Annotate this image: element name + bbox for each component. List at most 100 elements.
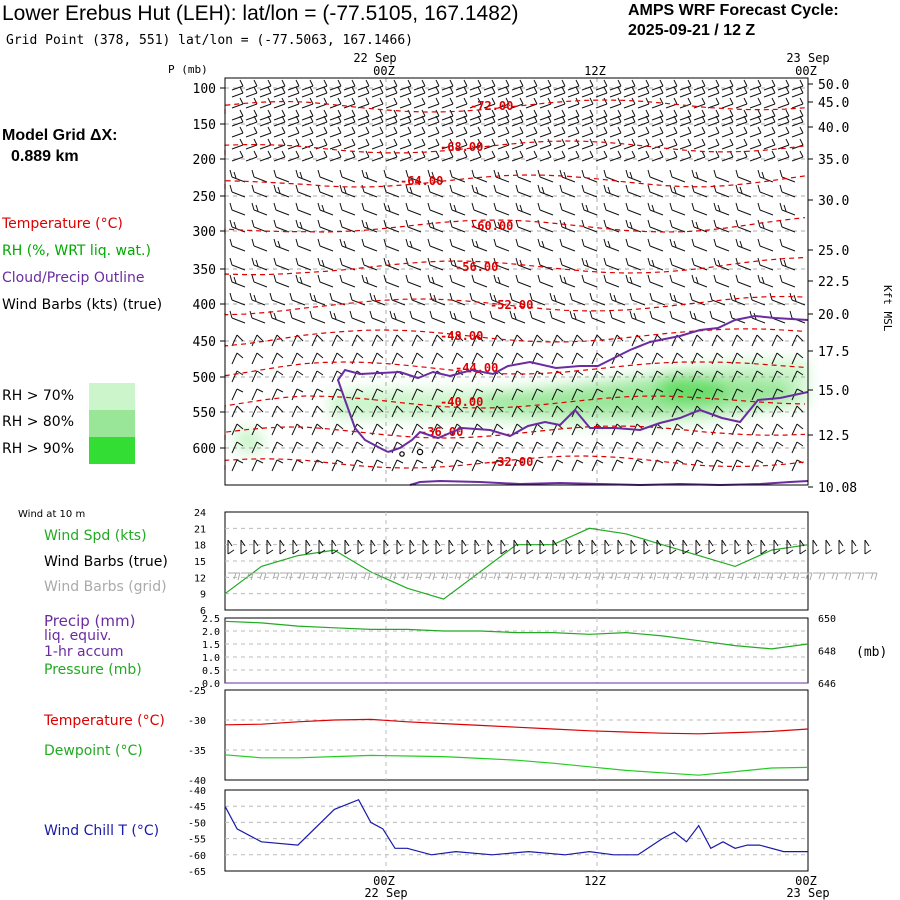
- bottom-date-label: 22 Sep: [364, 886, 407, 900]
- cross-section-wind-barbs: [229, 79, 806, 472]
- cross-section-panel: -72.00 -68.00 -64.00 -60.00 -56.00 -52.00 -48.…: [168, 63, 894, 496]
- surface-wind-barb-true: [461, 539, 469, 555]
- wind-barb: [537, 274, 554, 288]
- wind-barb: [671, 405, 684, 418]
- kft-tick-label: 50.0: [818, 78, 849, 93]
- wind-barb: [329, 115, 342, 127]
- wind-barb: [669, 310, 686, 324]
- wind-barb: [691, 423, 704, 436]
- wind-barb: [469, 115, 482, 127]
- wind-barb: [537, 219, 554, 233]
- wind-barb: [779, 274, 796, 288]
- wind-barb: [405, 184, 422, 198]
- wind-barb: [449, 169, 466, 183]
- wind-barb: [777, 86, 790, 98]
- wind-barb: [231, 423, 244, 436]
- wind-barb: [735, 202, 752, 216]
- wind-barb: [651, 459, 664, 472]
- model-grid-label: Model Grid ΔX:: [2, 127, 118, 144]
- wind-barb: [405, 257, 422, 271]
- wind-barb: [525, 138, 538, 150]
- wind-barb: [301, 150, 314, 162]
- wind-barb: [631, 405, 644, 418]
- wind-barb: [317, 169, 334, 183]
- wind-barb: [559, 257, 576, 271]
- isotherm-line: [224, 328, 806, 347]
- wind-barb: [611, 441, 624, 454]
- wind-barb: [553, 138, 566, 150]
- wind-barb: [537, 169, 554, 183]
- wind-barb: [569, 292, 586, 306]
- wind-barb: [791, 423, 804, 436]
- wind-barb: [471, 238, 488, 252]
- wind-barb: [553, 97, 566, 109]
- wind-barb: [731, 423, 744, 436]
- wind-barb: [259, 97, 272, 109]
- wind-barb: [339, 219, 356, 233]
- surface-wind-barb-true: [864, 539, 872, 555]
- wind-barb: [273, 109, 286, 121]
- wind-barb: [553, 79, 566, 91]
- forecast-cycle-label: AMPS WRF Forecast Cycle:: [628, 2, 839, 19]
- wind-barb: [427, 109, 440, 121]
- wind-barb: [455, 138, 468, 150]
- wind-barb: [735, 274, 752, 288]
- wind-barb: [525, 115, 538, 127]
- isotherm-line: [224, 140, 806, 155]
- cloud-outline-lower: [387, 391, 809, 453]
- wind-barb: [273, 169, 290, 183]
- wind-barb: [329, 97, 342, 109]
- wind-barb: [245, 150, 258, 162]
- wind-barb: [441, 86, 454, 98]
- wind-barb: [371, 150, 384, 162]
- wind-barb: [315, 79, 328, 91]
- wind-barb: [647, 257, 664, 271]
- wind-barb: [455, 150, 468, 162]
- wind-barb: [259, 138, 272, 150]
- wind-barb: [287, 97, 300, 109]
- wind-barb: [469, 109, 482, 121]
- wind-barb: [707, 150, 720, 162]
- wind-barb: [525, 79, 538, 91]
- wind-barb: [539, 138, 552, 150]
- surface-wind-barb-true: [474, 539, 482, 555]
- wind-barb: [405, 219, 422, 233]
- surface-wind-barb-grid: [748, 572, 761, 581]
- wind-barb: [721, 97, 734, 109]
- wind-barb: [713, 202, 730, 216]
- wind-barb: [691, 257, 708, 271]
- wind-barb: [493, 257, 510, 271]
- wind-barb: [427, 238, 444, 252]
- wind-barb: [427, 126, 440, 138]
- wind-barb: [779, 238, 796, 252]
- wind-barb: [273, 238, 290, 252]
- wind-barb: [391, 405, 404, 418]
- rh-legend-70: RH > 70%: [2, 388, 75, 404]
- wind-barb: [231, 150, 244, 162]
- wind-barb: [273, 79, 286, 91]
- wind-barb: [343, 79, 356, 91]
- wind-barb: [449, 184, 466, 198]
- wind-barb: [751, 334, 764, 347]
- wind-barb: [449, 202, 466, 216]
- wind-barb: [731, 459, 744, 472]
- wind-barb: [411, 441, 424, 454]
- wind-barb: [777, 109, 790, 121]
- wind-barb: [455, 79, 468, 91]
- wind-barb: [383, 169, 400, 183]
- wind-barb: [491, 334, 504, 347]
- wind-barb: [427, 138, 440, 150]
- wind-barb: [251, 219, 268, 233]
- wind-barb: [287, 115, 300, 127]
- chill-ytick-label: -40: [188, 786, 206, 797]
- wind-barb: [721, 126, 734, 138]
- wind-barb: [651, 388, 664, 401]
- wind-barb: [357, 79, 370, 91]
- wind-barb: [301, 126, 314, 138]
- cross-section-axes: P (mb) 100 150 200 250 300 350 400 450 500 550 600 5…: [168, 63, 894, 496]
- wind-barb: [751, 405, 764, 418]
- wind-barb: [791, 97, 804, 109]
- wind-barb: [551, 388, 564, 401]
- precip-pressure-panel: 2.5 2.0 1.5 1.0 0.5 0.0 650 648 646 (mb): [202, 614, 887, 690]
- wind-barb: [669, 257, 686, 271]
